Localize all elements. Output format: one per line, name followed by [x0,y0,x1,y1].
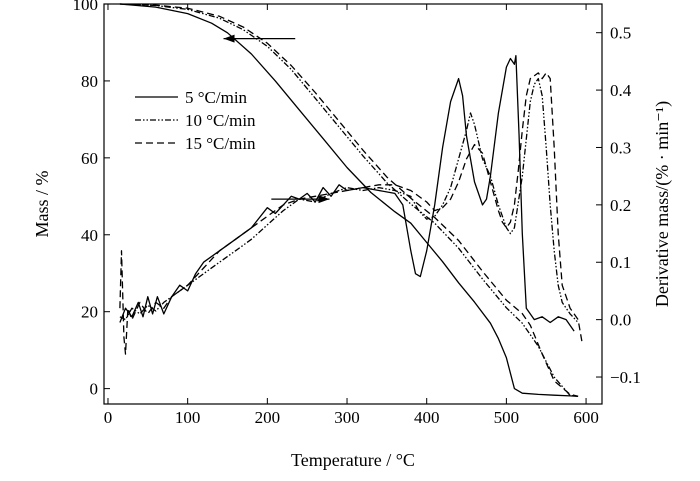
y-tick-label: 60 [81,149,98,168]
arrows-layer [223,34,330,204]
legend-label: 10 °C/min [185,111,256,130]
series-derivative-3 [119,54,575,332]
legend: 5 °C/min 10 °C/min 15 °C/min [135,88,256,153]
y-tick-label: 40 [81,226,98,245]
x-tick-label: 100 [175,408,201,427]
series-derivative-5 [119,72,583,355]
y-tick-label: 100 [73,0,99,14]
y2-tick-label: 0.5 [610,24,631,43]
y2-tick-label: 0.2 [610,196,631,215]
series-mass-2 [119,3,579,397]
y2-tick-label: 0.1 [610,253,631,272]
legend-label: 15 °C/min [185,134,256,153]
y2-tick-label: 0.4 [610,81,632,100]
y2-tick-label: −0.1 [610,368,641,387]
y2-tick-label: 0.0 [610,311,631,330]
x-tick-label: 400 [414,408,440,427]
x-tick-label: 600 [573,408,599,427]
x-axis-title: Temperature / °C [291,450,415,470]
series-mass-1 [119,3,579,397]
x-tick-label: 300 [334,408,360,427]
y2-axis-title: Derivative mass/(% · min⁻¹) [652,101,673,307]
y-tick-label: 20 [81,303,98,322]
arrow-head-1 [318,195,330,204]
legend-label: 5 °C/min [185,88,248,107]
y-tick-label: 0 [90,380,99,399]
plot-frame [103,3,603,405]
x-tick-label: 0 [104,408,113,427]
x-tick-label: 200 [255,408,281,427]
series-mass-0 [119,3,579,397]
y-axis-title: Mass / % [32,170,52,237]
ticks-layer: 0 100 200 300 400 500 600 0 20 40 60 80 100 −0.1 0.0 0.… [73,0,641,427]
y-tick-label: 80 [81,72,98,91]
arrow-head-0 [223,34,235,43]
x-tick-label: 500 [494,408,520,427]
series-layer [119,3,583,397]
y2-tick-label: 0.3 [610,138,631,157]
